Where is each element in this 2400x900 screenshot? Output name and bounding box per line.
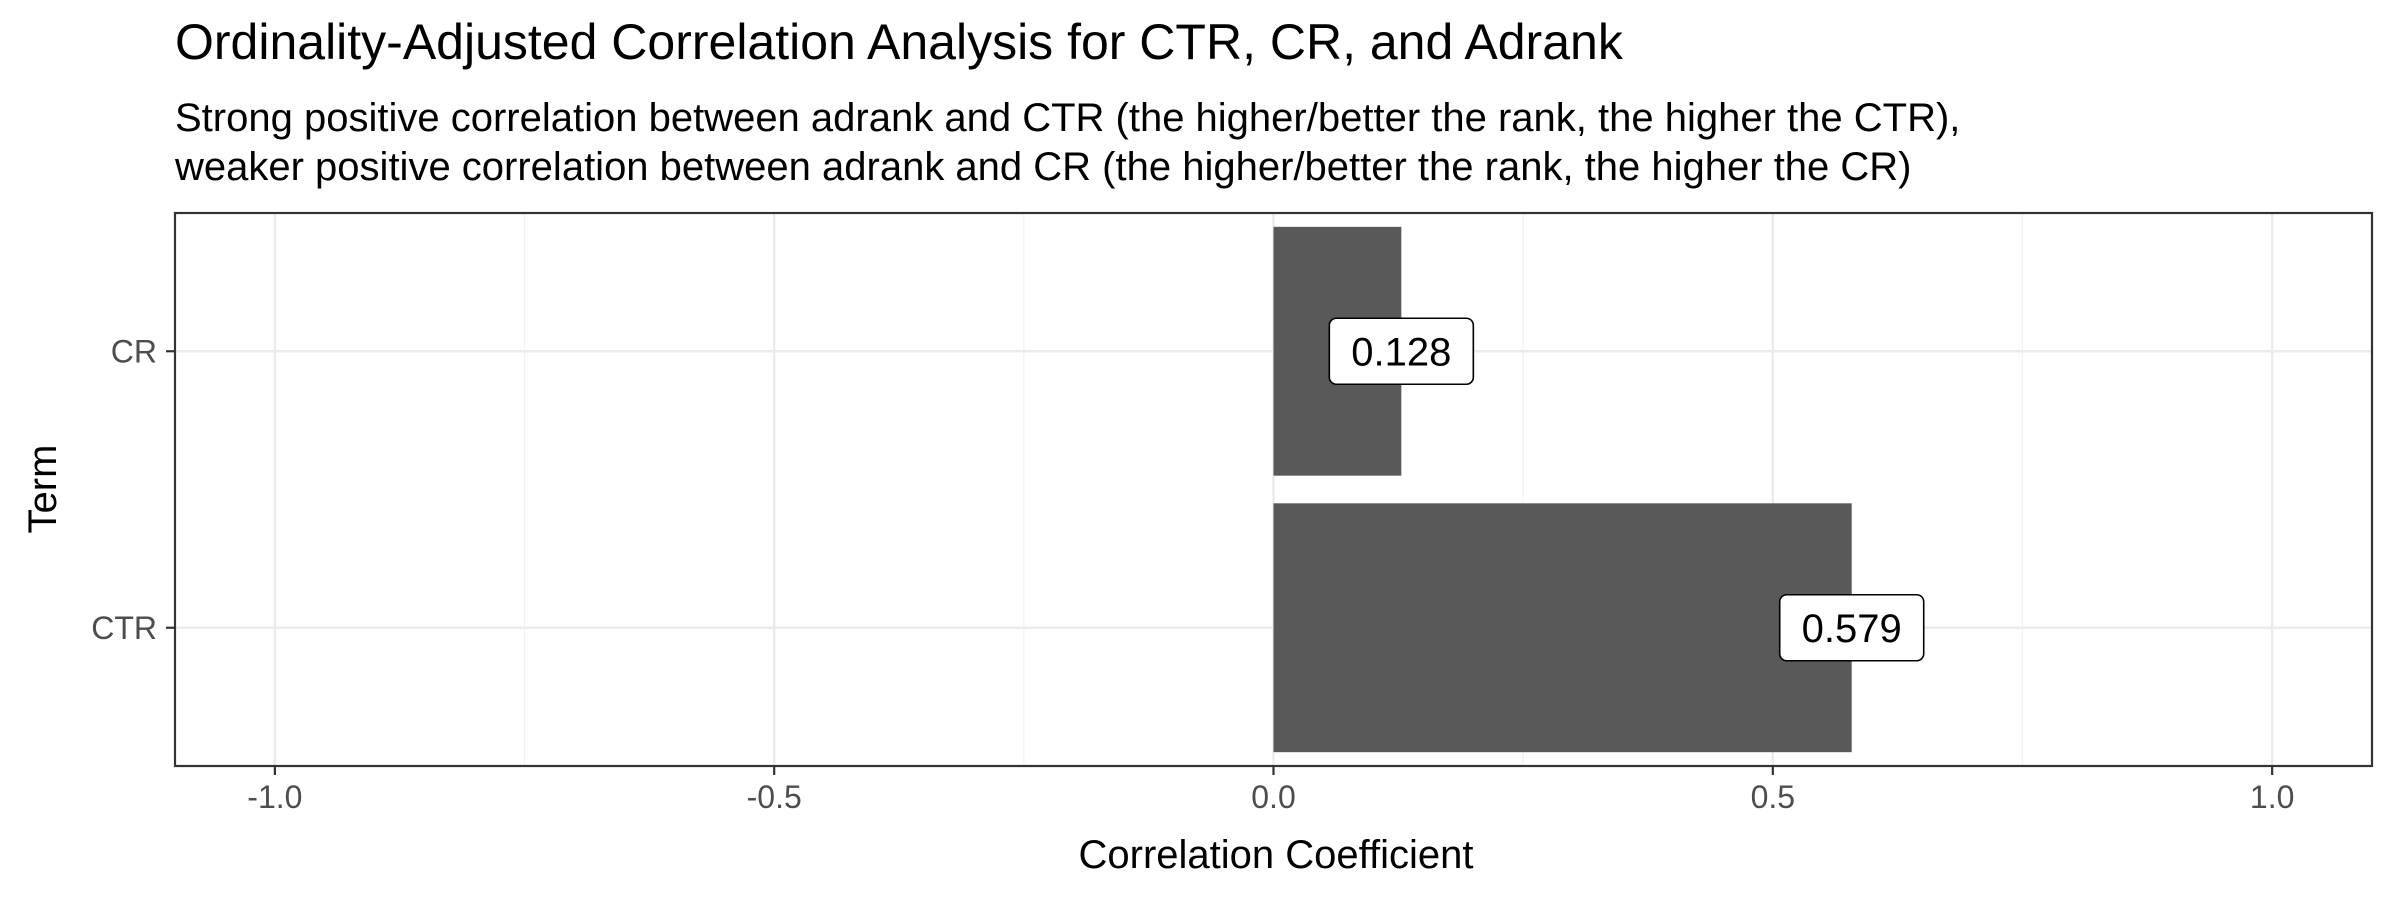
data-label-box-cr: [1328, 317, 1475, 386]
data-label-cr: 0.128: [1351, 330, 1451, 374]
data-label-ctr: 0.579: [1802, 607, 1902, 651]
x-axis-title: Correlation Coefficient: [1078, 833, 1473, 877]
y-axis-title: Term: [21, 445, 65, 534]
data-label-box-ctr: [1778, 593, 1925, 662]
chart-title: Ordinality-Adjusted Correlation Analysis…: [175, 14, 1624, 70]
chart-subtitle-line-1: Strong positive correlation between adra…: [175, 96, 1960, 140]
y-tick-label-ctr: CTR: [91, 610, 157, 646]
x-tick-label: 1.0: [2250, 779, 2294, 815]
bar-ctr: [1273, 503, 1852, 753]
x-tick-label: -0.5: [747, 779, 802, 815]
chart-subtitle-line-2: weaker positive correlation between adra…: [174, 145, 1912, 189]
x-tick-label: 0.0: [1251, 779, 1295, 815]
plot-panel: 0.128 0.579 -1.0 -0.5 0.0 0.5 1.0 CR CTR: [91, 211, 2374, 815]
x-tick-label: -1.0: [247, 779, 302, 815]
x-tick-label: 0.5: [1751, 779, 1795, 815]
y-tick-label-cr: CR: [111, 333, 157, 369]
